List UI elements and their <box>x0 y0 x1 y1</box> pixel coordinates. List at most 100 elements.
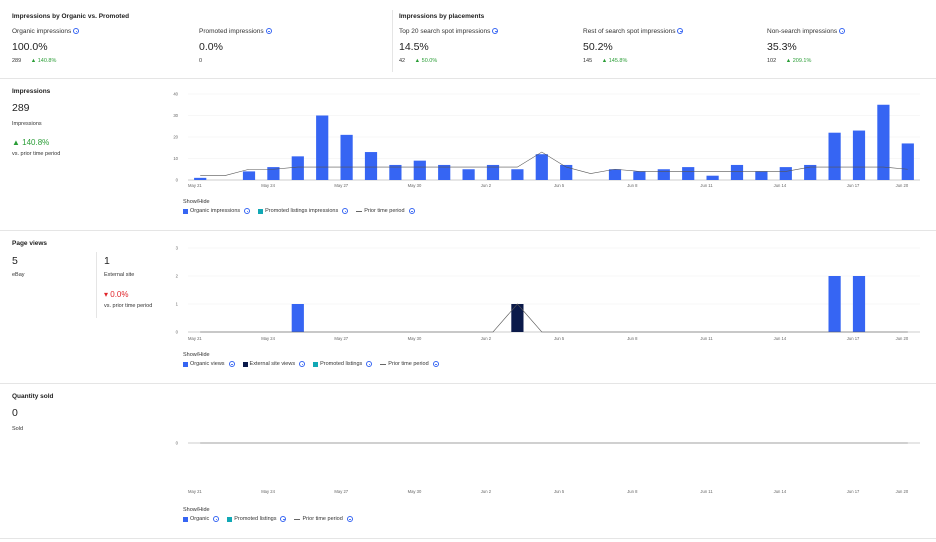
page-views-ebay-value: 5 <box>12 255 18 267</box>
top20-label: Top 20 search spot impressions <box>399 28 499 35</box>
rest-of-search-change: ▲ 145.8% <box>601 58 628 64</box>
legend-organic-impressions-label: Organic impressions <box>190 208 241 214</box>
info-icon[interactable] <box>244 208 251 214</box>
y-tick-label: 1 <box>176 302 179 307</box>
organic-impressions-change: ▲ 140.8% <box>30 58 57 64</box>
info-icon[interactable] <box>432 361 439 367</box>
y-tick-label: 40 <box>173 92 178 97</box>
page-views-change: ▾ 0.0% <box>104 290 129 299</box>
page-views-ebay-label: eBay <box>12 272 25 278</box>
legend-promoted-listings[interactable]: Promoted listings <box>227 516 287 522</box>
section-divider <box>0 383 936 384</box>
quantity-sold-legend: Organic Promoted listings Prior time per… <box>183 516 353 522</box>
info-icon[interactable] <box>73 28 80 35</box>
bar-organic-impressions <box>511 169 524 180</box>
x-tick-label: Jun 8 <box>627 489 638 494</box>
x-tick-label: May 21 <box>188 489 202 494</box>
organic-impressions-label-text: Organic impressions <box>12 28 72 35</box>
info-icon[interactable] <box>366 361 373 367</box>
info-icon[interactable] <box>342 208 349 214</box>
legend-organic-views[interactable]: Organic views <box>183 361 235 367</box>
organic-swatch <box>183 208 188 214</box>
kpi-divider <box>392 10 393 72</box>
bar-organic-impressions <box>682 167 695 180</box>
x-tick-label: May 27 <box>334 336 348 341</box>
non-search-change-value: 209.1% <box>792 58 812 64</box>
legend-promoted-impressions-label: Promoted listings impressions <box>265 208 339 214</box>
prior-period-line <box>200 151 908 176</box>
bar-organic-impressions <box>438 164 451 180</box>
y-tick-label: 30 <box>173 113 178 118</box>
rest-of-search-change-value: 145.8% <box>608 58 628 64</box>
y-tick-label: 20 <box>173 135 178 140</box>
legend-prior-period[interactable]: Prior time period <box>380 361 439 367</box>
info-icon[interactable] <box>280 516 287 522</box>
top20-value: 14.5% <box>399 41 429 53</box>
legend-external-views[interactable]: External site views <box>242 361 306 367</box>
info-icon[interactable] <box>213 516 220 522</box>
bar-organic-impressions <box>194 177 207 180</box>
info-icon[interactable] <box>346 516 353 522</box>
impressions-sublabel: Impressions <box>12 121 42 127</box>
quantity-sold-show-hide: Show/Hide <box>183 507 210 513</box>
x-tick-label: Jun 17 <box>847 336 860 341</box>
non-search-change: ▲ 209.1% <box>785 58 812 64</box>
x-tick-label: Jun 20 <box>896 489 909 494</box>
legend-promoted-impressions[interactable]: Promoted listings impressions <box>258 208 349 214</box>
info-icon[interactable] <box>299 361 306 367</box>
bar-organic-impressions <box>633 171 646 180</box>
bar-organic-impressions <box>755 171 768 180</box>
page-views-title: Page views <box>12 240 48 247</box>
x-tick-label: May 27 <box>334 489 348 494</box>
x-tick-label: Jun 11 <box>700 489 713 494</box>
x-tick-label: May 24 <box>261 183 275 188</box>
rest-of-search-count-row: 145 ▲ 145.8% <box>583 58 627 64</box>
bar-organic-impressions <box>657 169 670 180</box>
promoted-swatch <box>313 361 319 367</box>
info-icon[interactable] <box>408 208 415 214</box>
info-icon[interactable] <box>228 361 235 367</box>
quantity-sold-title: Quantity sold <box>12 393 54 400</box>
impressions-value: 289 <box>12 102 30 114</box>
y-tick-label: 10 <box>173 156 178 161</box>
y-tick-label: 0 <box>176 178 179 183</box>
impressions-legend: Organic impressions Promoted listings im… <box>183 208 415 214</box>
x-tick-label: May 30 <box>408 183 422 188</box>
x-tick-label: Jun 14 <box>774 183 787 188</box>
x-tick-label: Jun 8 <box>627 336 638 341</box>
info-icon[interactable] <box>839 28 846 35</box>
y-tick-label: 0 <box>176 330 179 335</box>
page-views-show-hide: Show/Hide <box>183 352 210 358</box>
impressions-chart[interactable]: 0 10 20 30 40 May 21 May 24 May 27 May 30 Jun 2 Ju… <box>170 88 930 192</box>
organic-swatch <box>183 361 188 367</box>
non-search-value: 35.3% <box>767 41 797 53</box>
x-tick-label: Jun 8 <box>627 183 638 188</box>
x-tick-label: Jun 11 <box>700 183 713 188</box>
bar-organic-impressions <box>804 164 817 180</box>
page-views-chart[interactable]: 0 1 2 3 May 21 May 24 May 27 May 30 Jun 2 Jun 5 Ju… <box>170 242 930 346</box>
info-icon[interactable] <box>492 28 499 35</box>
x-tick-label: Jun 2 <box>481 336 492 341</box>
legend-external-views-label: External site views <box>249 361 296 367</box>
legend-prior-period[interactable]: Prior time period <box>294 516 353 522</box>
legend-promoted-listings-label: Promoted listings <box>320 361 363 367</box>
prior-line-swatch <box>356 210 363 212</box>
legend-organic-impressions[interactable]: Organic impressions <box>183 208 251 214</box>
legend-organic[interactable]: Organic <box>183 516 220 522</box>
x-tick-label: Jun 5 <box>554 336 565 341</box>
page-views-divider <box>96 252 97 318</box>
legend-prior-period[interactable]: Prior time period <box>356 208 415 214</box>
x-tick-label: May 30 <box>408 489 422 494</box>
quantity-sold-chart[interactable]: 0 May 21 May 24 May 27 May 30 Jun 2 Jun 5 Jun 8… <box>170 395 930 499</box>
bar-organic-views <box>852 276 866 332</box>
top20-label-text: Top 20 search spot impressions <box>399 28 491 35</box>
bar-organic-impressions <box>560 164 573 180</box>
bar-organic-views <box>291 304 304 332</box>
info-icon[interactable] <box>265 28 272 35</box>
organic-impressions-change-value: 140.8% <box>37 58 57 64</box>
info-icon[interactable] <box>677 28 684 35</box>
promoted-swatch <box>258 208 264 214</box>
external-swatch <box>242 361 248 367</box>
legend-promoted-listings[interactable]: Promoted listings <box>313 361 373 367</box>
page-views-external-label: External site <box>104 272 135 278</box>
